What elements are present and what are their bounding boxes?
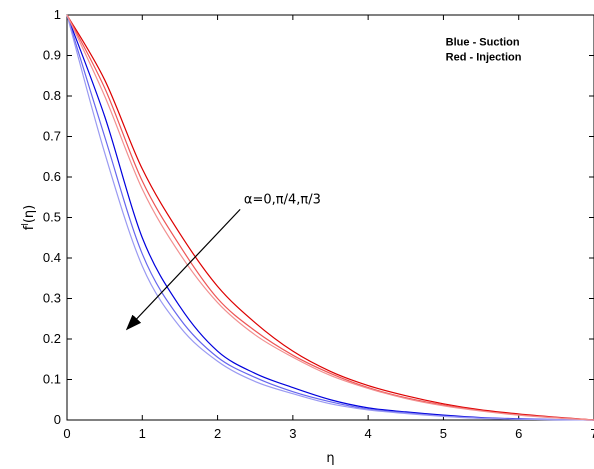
x-tick-label-1: 1 — [139, 426, 146, 441]
y-tick-label-10: 1 — [54, 7, 61, 22]
y-tick-label-5: 0.5 — [43, 210, 61, 225]
plot-frame — [66, 14, 594, 421]
x-axis-label: η — [326, 451, 334, 466]
series-line-injection-5 — [66, 14, 594, 421]
y-tick-label-2: 0.2 — [43, 331, 61, 346]
y-tick-label-7: 0.7 — [43, 129, 61, 144]
axis-labels: η fl(η) — [21, 205, 335, 466]
y-tick-label-0: 0 — [54, 412, 61, 427]
annotation-label: α=0,π/4,π/3 — [244, 192, 321, 207]
series-line-injection-3 — [66, 14, 594, 421]
x-tick-label-5: 5 — [440, 426, 447, 441]
x-tick-label-4: 4 — [365, 426, 372, 441]
y-tick-label-4: 0.4 — [43, 250, 61, 265]
x-tick-label-7: 7 — [590, 426, 594, 441]
annotation-arrow — [125, 208, 241, 331]
x-tick-label-6: 6 — [515, 426, 522, 441]
y-axis-label-superscript: l — [21, 223, 31, 226]
y-tick-label-9: 0.9 — [43, 48, 61, 63]
legend-entry-0: Blue - Suction — [446, 36, 520, 48]
annotation-layer: α=0,π/4,π/3 — [125, 192, 321, 331]
y-axis-label-tail: (η) — [22, 205, 37, 223]
y-axis-label: fl(η) — [21, 205, 37, 230]
x-tick-label-0: 0 — [63, 426, 70, 441]
y-tick-label-8: 0.8 — [43, 88, 61, 103]
series-layer — [66, 14, 594, 421]
y-tick-label-6: 0.6 — [43, 169, 61, 184]
legend: Blue - Suction Red - Injection — [446, 36, 522, 63]
x-tick-label-2: 2 — [214, 426, 221, 441]
y-axis-label-main: f — [22, 225, 37, 230]
y-tick-label-1: 0.1 — [43, 372, 61, 387]
x-tick-label-3: 3 — [289, 426, 296, 441]
plot-area: 0 1 2 3 4 5 6 7 0 0.1 0.2 0.3 0.4 0.5 0.6 0.7 0.8 0.9 1 — [43, 7, 594, 441]
series-line-suction-2 — [66, 14, 594, 421]
y-tick-label-3: 0.3 — [43, 291, 61, 306]
legend-entry-1: Red - Injection — [446, 51, 522, 63]
